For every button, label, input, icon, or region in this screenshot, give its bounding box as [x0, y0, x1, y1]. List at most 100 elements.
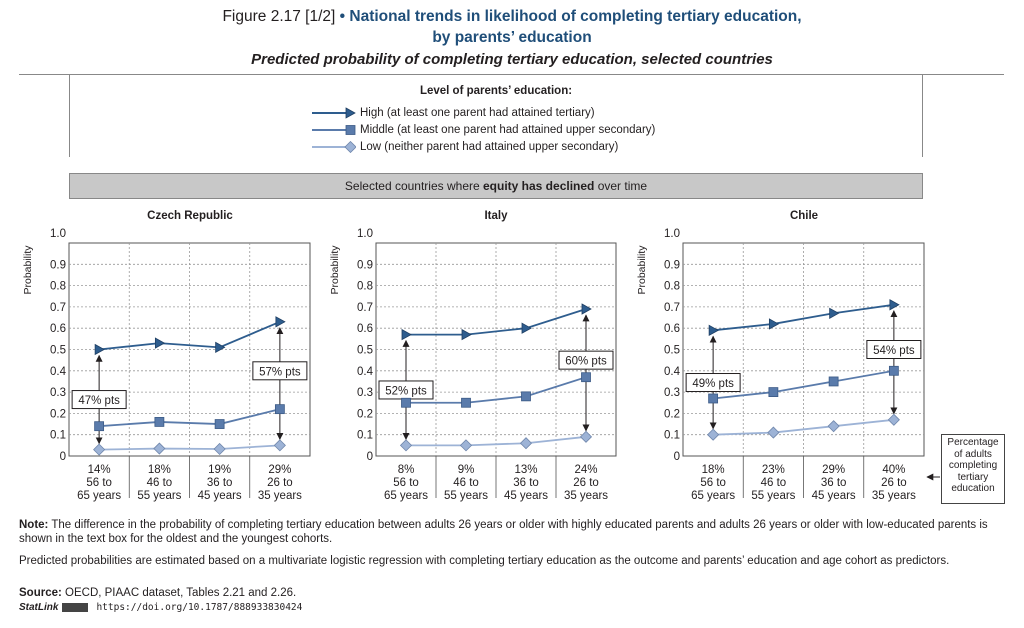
category-pct-label-czech-republic: 19% [208, 464, 231, 476]
y-tick-label-czech-republic: 0.9 [50, 259, 66, 271]
banner-bold: equity has declined [483, 179, 595, 193]
series-line-high-italy [406, 308, 587, 336]
data-point-low-czech-republic [213, 442, 226, 456]
category-pct-label-czech-republic: 14% [88, 464, 111, 476]
category-pct-label-italy: 13% [514, 464, 537, 476]
data-point-low-italy [399, 439, 413, 452]
data-point-low-chile [707, 428, 720, 441]
category-pct-label-czech-republic: 29% [268, 464, 291, 476]
gap-label-italy: 60% pts [565, 356, 607, 368]
source-paragraph: Source: OECD, PIAAC dataset, Tables 2.21… [19, 586, 1009, 600]
y-tick-label-chile: 0.3 [664, 387, 680, 399]
data-point-middle-italy [521, 391, 531, 402]
y-tick-label-czech-republic: 0.2 [50, 408, 66, 420]
panel-title-czech-republic: Czech Republic [147, 210, 233, 222]
gap-label-box-czech-republic [71, 390, 127, 410]
y-tick-label-czech-republic: 0.4 [50, 366, 67, 378]
statlink-url[interactable]: https://doi.org/10.1787/888933830424 [96, 602, 303, 613]
category-age-label-chile: 46 to [761, 477, 787, 489]
y-tick-label-italy: 0.4 [357, 366, 374, 378]
category-pct-label-chile: 40% [882, 464, 905, 476]
category-pct-label-chile: 18% [702, 464, 725, 476]
y-tick-label-italy: 0.5 [357, 345, 373, 357]
data-point-low-italy [459, 439, 473, 452]
data-point-low-italy [519, 437, 533, 450]
top-rule [19, 74, 1004, 75]
category-pct-label-italy: 9% [458, 464, 475, 476]
category-age-label-chile: 36 to [821, 477, 847, 489]
note-label: Note: [19, 519, 49, 531]
data-point-middle-italy [461, 397, 471, 408]
category-age-label-italy: 55 years [444, 490, 488, 502]
data-point-high-chile [768, 318, 780, 330]
y-tick-label-czech-republic: 0.3 [50, 387, 66, 399]
category-age-label-czech-republic: 55 years [137, 490, 181, 502]
data-point-middle-czech-republic [274, 404, 285, 415]
y-tick-label-italy: 0.8 [357, 281, 373, 293]
y-tick-label-chile: 0.5 [664, 345, 680, 357]
legend-label-low: Low (neither parent had attained upper s… [360, 141, 619, 153]
series-line-middle-chile [713, 369, 895, 400]
y-tick-label-czech-republic: 0.7 [50, 302, 66, 314]
y-tick-label-chile: 0.7 [664, 302, 680, 314]
y-tick-label-italy: 0.2 [357, 408, 373, 420]
category-age-label-italy: 26 to [573, 477, 599, 489]
data-point-high-chile [829, 307, 840, 319]
note-text: The difference in the probability of com… [19, 519, 988, 545]
y-tick-label-chile: 0.4 [664, 366, 681, 378]
legend-item-middle: Middle (at least one parent had attained… [312, 124, 655, 136]
data-point-high-chile [708, 324, 719, 337]
y-tick-label-czech-republic: 0.6 [50, 323, 66, 335]
series-line-high-chile [713, 303, 895, 332]
y-tick-label-italy: 0.6 [357, 323, 373, 335]
category-age-label-italy: 45 years [504, 490, 548, 502]
y-tick-label-italy: 0.7 [357, 302, 373, 314]
figure-label: Figure 2.17 [1/2] [222, 8, 336, 25]
category-age-label-chile: 45 years [812, 490, 856, 502]
y-tick-label-chile: 0.1 [664, 430, 680, 442]
category-pct-label-italy: 24% [574, 464, 597, 476]
data-point-middle-czech-republic [94, 421, 105, 432]
y-axis-label-italy: Probability [329, 245, 341, 295]
data-point-middle-italy [401, 397, 411, 408]
banner-suffix: over time [594, 179, 648, 193]
y-tick-label-czech-republic: 0.1 [50, 430, 66, 442]
data-point-high-czech-republic [215, 341, 226, 354]
data-point-middle-chile [828, 376, 839, 387]
equity-banner: Selected countries where equity has decl… [69, 173, 923, 199]
y-tick-label-chile: 0.6 [664, 323, 680, 335]
side-note: Percentage of adults completing tertiary… [941, 434, 1005, 504]
data-point-high-czech-republic [94, 343, 105, 356]
legend-marker-low-icon [312, 141, 356, 153]
figure-title-line1: Figure 2.17 [1/2] • National trends in l… [222, 8, 802, 25]
data-point-high-czech-republic [275, 316, 286, 328]
data-point-middle-chile [888, 365, 899, 376]
legend-label-middle: Middle (at least one parent had attained… [360, 124, 656, 136]
category-age-label-czech-republic: 36 to [207, 477, 233, 489]
statlink-logo-icon [62, 603, 89, 612]
legend-item-high: High (at least one parent had attained t… [312, 107, 595, 119]
category-age-label-czech-republic: 46 to [147, 477, 173, 489]
category-age-label-italy: 36 to [513, 477, 539, 489]
y-tick-label-italy: 1.0 [357, 228, 373, 240]
figure-title: National trends in likelihood of complet… [349, 8, 802, 25]
data-point-middle-chile [768, 387, 779, 398]
series-line-low-italy [406, 435, 587, 447]
statlink: StatLink https://doi.org/10.1787/8889338… [19, 602, 302, 613]
panel-title-chile: Chile [789, 210, 819, 222]
category-age-label-czech-republic: 26 to [267, 477, 293, 489]
category-age-label-chile: 65 years [691, 490, 735, 502]
gap-label-chile: 54% pts [873, 345, 915, 357]
gap-label-box-czech-republic [252, 361, 308, 381]
category-age-label-czech-republic: 45 years [198, 490, 242, 502]
legend-marker-middle-icon [312, 125, 356, 135]
figure-subtitle: Predicted probability of completing tert… [251, 51, 773, 68]
category-pct-label-czech-republic: 18% [148, 464, 171, 476]
legend-item-low: Low (neither parent had attained upper s… [312, 141, 618, 153]
legend: Level of parents’ education: High (at le… [69, 75, 923, 157]
category-pct-label-italy: 8% [398, 464, 415, 476]
gap-label-czech-republic: 47% pts [78, 395, 120, 407]
data-point-high-italy [581, 303, 592, 315]
data-point-high-italy [521, 322, 532, 334]
data-point-middle-chile [708, 393, 719, 404]
